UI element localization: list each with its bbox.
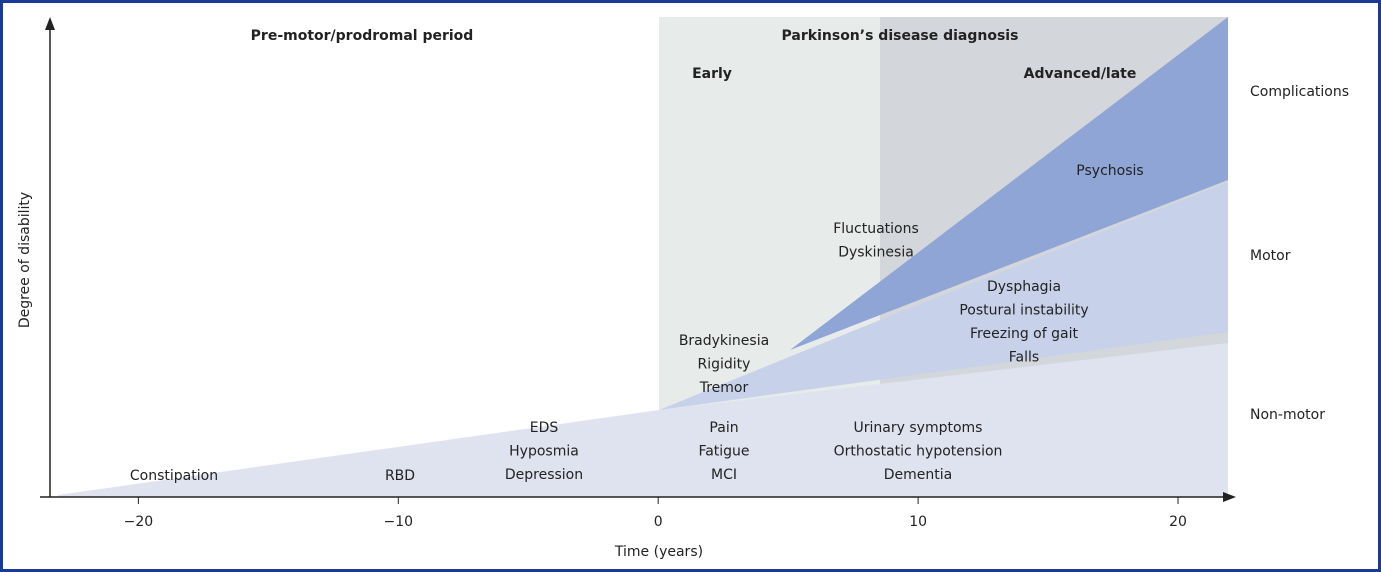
motor-area [659,182,1228,410]
symptom: Orthostatic hypotension [834,444,1003,460]
x-tick-label: 10 [909,514,927,530]
symptom: RBD [385,468,415,484]
non-motor-area [58,343,1228,497]
x-axis-label: Time (years) [614,544,703,560]
symptom: Pain [709,420,738,436]
symptom: MCI [711,467,737,483]
symptom: Psychosis [1076,163,1143,179]
x-tick-label: 0 [654,514,663,530]
symptom: Postural instability [959,303,1088,319]
symptom: Dyskinesia [838,245,914,261]
complications-area [790,17,1228,350]
y-axis-label: Degree of disability [17,192,33,328]
period: Pre-motor/prodromal period [251,28,474,44]
symptom: Dementia [884,467,952,483]
period: Advanced/late [1024,66,1137,82]
symptom: Hyposmia [509,444,579,460]
band-label: Non-motor [1250,407,1325,423]
symptom: Fatigue [698,444,749,460]
period: Early [692,66,732,82]
period: Parkinson’s disease diagnosis [782,28,1019,44]
x-tick-label: 20 [1169,514,1187,530]
symptom: Bradykinesia [679,333,769,349]
y-arrow [45,17,55,30]
symptom: Dysphagia [987,279,1061,295]
symptom: Urinary symptoms [854,420,983,436]
x-tick-label: −10 [384,514,414,530]
band-label: Motor [1250,248,1291,264]
symptom: Rigidity [698,357,751,373]
x-arrow [1223,492,1236,502]
symptom: Depression [505,467,583,483]
symptom: Tremor [699,380,749,396]
symptom: Freezing of gait [970,326,1078,342]
symptom: Falls [1009,350,1039,366]
symptom: EDS [530,420,559,436]
symptom: Fluctuations [833,221,919,237]
band-label: Complications [1250,84,1349,100]
x-tick-label: −20 [124,514,154,530]
symptom: Constipation [130,468,218,484]
